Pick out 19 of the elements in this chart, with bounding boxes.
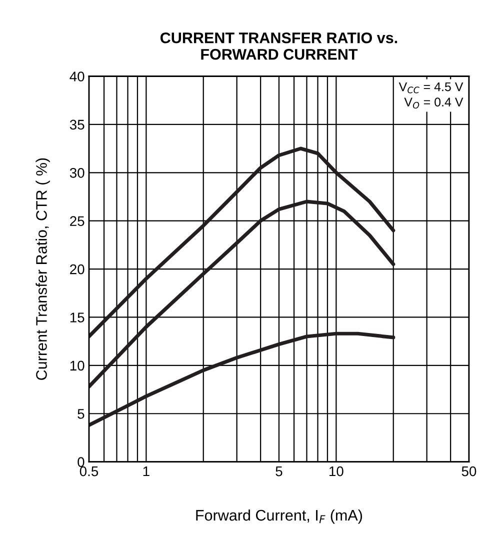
x-tick-label: 50	[462, 466, 476, 476]
x-tick-label: 1	[143, 466, 150, 476]
y-tick-label: 15	[70, 312, 84, 322]
x-tick-label: 10	[330, 466, 344, 476]
y-tick-label: 20	[70, 264, 84, 274]
y-axis-title: Current Transfer Ratio, CTR ( %)	[36, 158, 50, 380]
chart-title: CURRENT TRANSFER RATIO vs. FORWARD CURRENT	[160, 32, 398, 60]
annotation: V$_{CC}$ = 4.5 V	[398, 82, 464, 94]
y-tick-label: 0	[78, 457, 84, 467]
annotation: V$_{O}$ = 0.4 V	[404, 98, 464, 109]
y-tick-label: 25	[70, 216, 84, 226]
x-tick-label: 0.5	[80, 466, 98, 476]
y-tick-label: 5	[78, 409, 84, 419]
x-axis-title: Forward Current, I$_{F}$ (mA)	[196, 509, 362, 524]
y-tick-label: 35	[70, 120, 84, 130]
y-tick-label: 10	[70, 360, 84, 371]
y-tick-label: 30	[70, 168, 84, 178]
x-tick-label: 5	[276, 466, 282, 476]
y-tick-label: 40	[70, 72, 84, 82]
